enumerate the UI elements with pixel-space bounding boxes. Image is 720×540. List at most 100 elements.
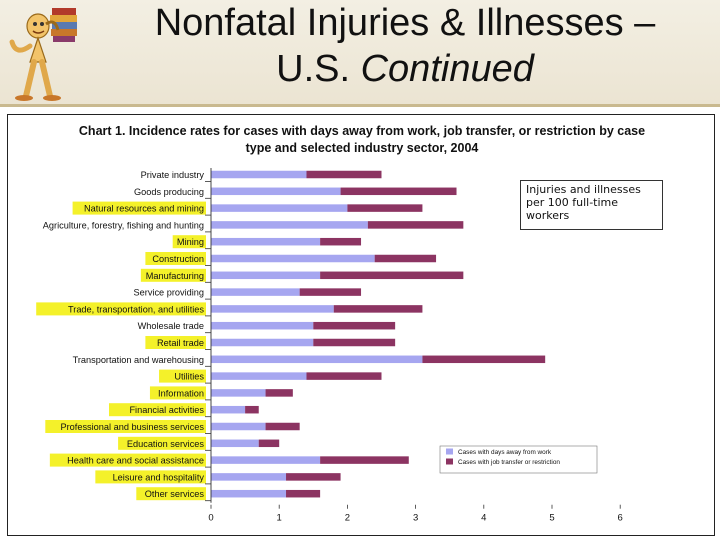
label-highlight xyxy=(145,336,206,349)
chart-title-line-2: type and selected industry sector, 2004 xyxy=(246,141,479,155)
legend-label: Cases with job transfer or restriction xyxy=(458,459,560,466)
category-label: Private industry xyxy=(141,170,205,180)
bar-days-away xyxy=(211,204,348,212)
bar-job-transfer xyxy=(422,355,546,364)
label-highlight xyxy=(145,252,206,265)
bar-days-away xyxy=(211,271,321,280)
slide-header: Nonfatal Injuries & Illnesses – U.S. Con… xyxy=(0,0,720,107)
category-label: Retail trade xyxy=(157,338,204,348)
bar-days-away xyxy=(211,237,321,246)
category-label: Natural resources and mining xyxy=(84,204,204,214)
title-line-2: U.S. Continued xyxy=(100,46,710,92)
x-tick-label: 1 xyxy=(277,513,282,524)
x-tick-label: 2 xyxy=(345,513,350,524)
header-rule xyxy=(0,104,720,107)
label-highlight xyxy=(95,470,206,484)
bar-days-away xyxy=(211,338,314,347)
legend-box xyxy=(439,445,598,474)
bar-days-away xyxy=(211,305,334,313)
category-label: Utilities xyxy=(174,372,204,382)
bar-job-transfer xyxy=(299,288,362,296)
category-label: Education services xyxy=(127,439,205,449)
bar-job-transfer xyxy=(320,237,362,246)
legend: Cases with days away from work Cases with… xyxy=(439,445,598,474)
bar-days-away xyxy=(211,221,368,229)
bar-days-away xyxy=(211,254,375,263)
bar-days-away xyxy=(211,170,307,179)
slide-title: Nonfatal Injuries & Illnesses – U.S. Con… xyxy=(100,0,710,92)
legend-label: Cases with days away from work xyxy=(458,449,552,456)
category-label: Service providing xyxy=(134,288,204,298)
bar-job-transfer xyxy=(265,389,293,397)
bar-days-away xyxy=(211,372,307,380)
bar-job-transfer xyxy=(320,456,409,464)
label-highlight xyxy=(140,268,206,282)
label-highlight xyxy=(45,420,206,433)
label-highlight xyxy=(49,453,206,467)
title-line-2-italic: Continued xyxy=(360,48,534,90)
title-line-1: Nonfatal Injuries & Illnesses – xyxy=(154,2,656,44)
category-label: Manufacturing xyxy=(146,271,204,281)
bar-job-transfer xyxy=(340,187,457,196)
bar-days-away xyxy=(211,422,266,431)
bar-job-transfer xyxy=(265,422,300,431)
x-tick-label: 3 xyxy=(413,513,418,524)
bar-days-away xyxy=(211,473,287,481)
bars xyxy=(211,170,546,498)
label-highlight xyxy=(159,369,206,383)
title-line-2-plain: U.S. xyxy=(276,48,351,90)
category-label: Wholesale trade xyxy=(138,321,204,331)
bar-job-transfer xyxy=(306,372,382,380)
category-label: Construction xyxy=(152,254,204,264)
label-highlight xyxy=(36,302,207,316)
legend-swatch-days-away xyxy=(446,448,453,455)
label-highlight xyxy=(172,235,206,249)
x-tick-label: 0 xyxy=(208,513,213,524)
bar-job-transfer xyxy=(374,254,437,263)
bar-job-transfer xyxy=(313,321,396,330)
category-label: Other services xyxy=(145,489,205,499)
x-tick-label: 6 xyxy=(618,513,623,524)
mascot-illustration xyxy=(9,8,77,101)
chart-title-line-1: Chart 1. Incidence rates for cases with … xyxy=(79,124,645,138)
bar-job-transfer xyxy=(286,473,341,481)
annotation-box: Injuries and illnesses per 100 full-time… xyxy=(520,180,663,230)
bar-job-transfer xyxy=(333,305,423,313)
bar-job-transfer xyxy=(306,170,382,179)
category-label: Trade, transportation, and utilities xyxy=(68,304,204,314)
label-highlight xyxy=(118,436,206,450)
category-label: Leisure and hospitality xyxy=(113,472,205,482)
category-label: Financial activities xyxy=(129,405,204,415)
bar-days-away xyxy=(211,187,341,196)
bar-job-transfer xyxy=(258,439,280,448)
bar-job-transfer xyxy=(347,204,423,212)
chart-title: Chart 1. Incidence rates for cases with … xyxy=(79,124,645,155)
bar-days-away xyxy=(211,439,259,448)
bar-days-away xyxy=(211,389,266,397)
label-highlight xyxy=(72,201,206,215)
label-highlight xyxy=(109,403,206,417)
bar-job-transfer xyxy=(286,489,321,498)
bar-days-away xyxy=(211,355,423,364)
bar-days-away xyxy=(211,489,287,498)
bar-days-away xyxy=(211,321,314,330)
category-label: Transportation and warehousing xyxy=(73,355,204,365)
label-highlight xyxy=(136,487,206,501)
bar-days-away xyxy=(211,288,300,296)
category-label: Mining xyxy=(177,237,204,247)
x-tick-label: 4 xyxy=(481,513,486,524)
bar-job-transfer xyxy=(313,338,396,347)
bar-job-transfer xyxy=(245,405,259,414)
label-highlight xyxy=(149,386,206,400)
legend-swatch-job-transfer xyxy=(446,458,453,465)
bar-job-transfer xyxy=(320,271,464,280)
y-axis-labels: Private industry Goods producing Natural r… xyxy=(36,170,211,502)
bar-days-away xyxy=(211,456,321,464)
bar-job-transfer xyxy=(367,221,464,229)
x-axis: 0 1 2 3 4 5 6 xyxy=(208,168,623,524)
category-label: Health care and social assistance xyxy=(67,456,204,466)
x-tick-label: 5 xyxy=(549,513,554,524)
category-label: Information xyxy=(158,388,204,398)
bar-days-away xyxy=(211,405,246,414)
